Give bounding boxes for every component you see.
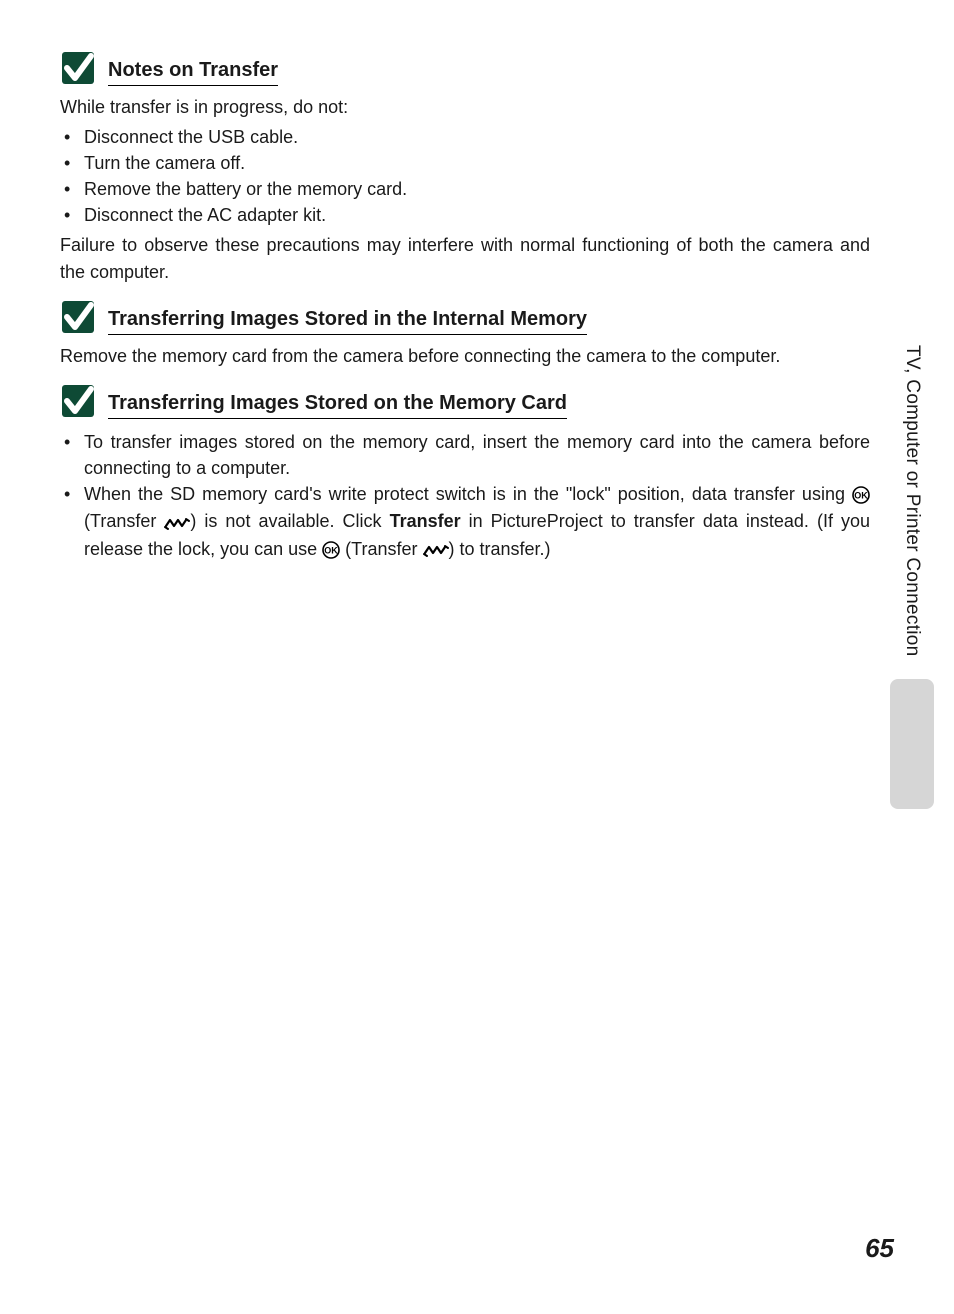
heading-text: Transferring Images Stored in the Intern… <box>108 306 587 335</box>
check-icon <box>60 383 96 419</box>
check-icon <box>60 50 96 86</box>
section-heading-notes: Notes on Transfer <box>60 50 870 86</box>
check-icon <box>60 299 96 335</box>
intro-text: Remove the memory card from the camera b… <box>60 343 870 369</box>
page-content: Notes on Transfer While transfer is in p… <box>60 50 870 563</box>
list-item: When the SD memory card's write protect … <box>60 481 870 563</box>
transfer-icon <box>423 536 449 562</box>
bullet-list-notes: Disconnect the USB cable. Turn the camer… <box>60 124 870 228</box>
side-tab-block <box>890 679 934 809</box>
text-span: (Transfer <box>340 539 422 559</box>
side-tab-label: TV, Computer or Printer Connection <box>901 345 923 657</box>
svg-text:OK: OK <box>854 491 868 501</box>
text-span: ) is not available. Click <box>190 511 389 531</box>
text-span: ) to transfer.) <box>449 539 551 559</box>
bullet-list-memorycard: To transfer images stored on the memory … <box>60 429 870 563</box>
text-span: When the SD memory card's write protect … <box>84 484 852 504</box>
heading-text: Notes on Transfer <box>108 57 278 86</box>
outro-text: Failure to observe these precautions may… <box>60 232 870 284</box>
section-heading-internal: Transferring Images Stored in the Intern… <box>60 299 870 335</box>
intro-text: While transfer is in progress, do not: <box>60 94 870 120</box>
list-item: Disconnect the USB cable. <box>60 124 870 150</box>
transfer-icon <box>164 508 190 534</box>
list-item: Turn the camera off. <box>60 150 870 176</box>
bold-label: Transfer <box>390 511 461 531</box>
side-tab: TV, Computer or Printer Connection <box>885 345 939 809</box>
ok-button-icon: OK <box>322 536 340 562</box>
heading-text: Transferring Images Stored on the Memory… <box>108 390 567 419</box>
page-number: 65 <box>865 1233 894 1264</box>
text-span: (Transfer <box>84 511 164 531</box>
section-heading-memorycard: Transferring Images Stored on the Memory… <box>60 383 870 419</box>
list-item: To transfer images stored on the memory … <box>60 429 870 481</box>
list-item: Remove the battery or the memory card. <box>60 176 870 202</box>
ok-button-icon: OK <box>852 481 870 507</box>
svg-text:OK: OK <box>324 545 338 555</box>
list-item: Disconnect the AC adapter kit. <box>60 202 870 228</box>
